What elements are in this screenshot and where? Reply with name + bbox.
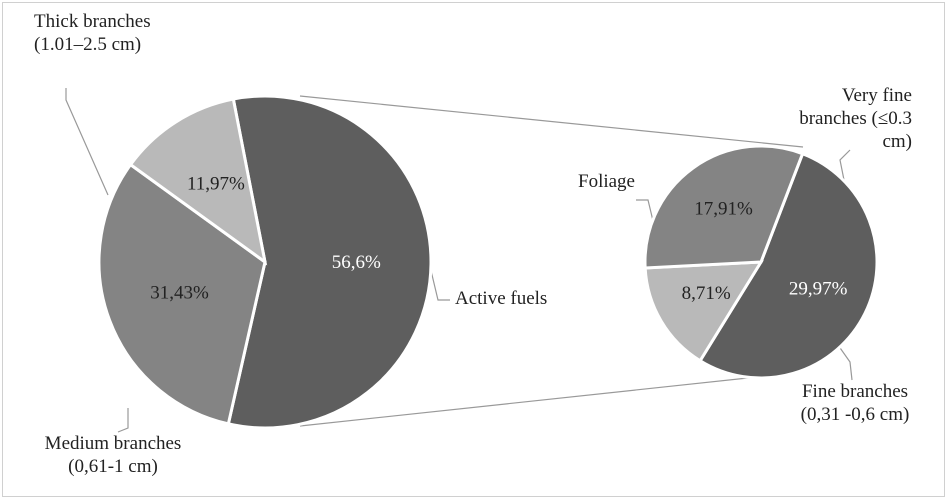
value-label: 56,6% bbox=[332, 252, 381, 273]
leader-line bbox=[117, 408, 129, 433]
pie-slice bbox=[97, 162, 267, 426]
pie-slice bbox=[128, 97, 268, 266]
pie-slice bbox=[226, 94, 433, 430]
value-label: 8,71% bbox=[682, 283, 731, 304]
connector-line bbox=[299, 376, 758, 427]
category-label: Active fuels bbox=[455, 288, 548, 309]
value-label: 31,43% bbox=[150, 283, 209, 304]
connector-line bbox=[299, 95, 804, 148]
leader-line bbox=[65, 88, 109, 196]
leader-line bbox=[636, 199, 655, 226]
category-label: Foliage bbox=[578, 171, 635, 192]
category-label: Very fine branches (≤0.3 cm) bbox=[799, 85, 912, 152]
value-label: 17,91% bbox=[694, 199, 753, 220]
category-label: Medium branches (0,61-1 cm) bbox=[44, 433, 182, 477]
value-label: 29,97% bbox=[789, 279, 848, 300]
pie-slice bbox=[643, 144, 805, 270]
category-label: Thick branches (1.01–2.5 cm) bbox=[34, 11, 151, 55]
pie-slice bbox=[643, 260, 764, 363]
pie-slice bbox=[698, 151, 879, 380]
value-label: 11,97% bbox=[187, 173, 245, 194]
leader-line bbox=[837, 344, 853, 381]
category-label: Fine branches (0,31 -0,6 cm) bbox=[800, 381, 910, 425]
